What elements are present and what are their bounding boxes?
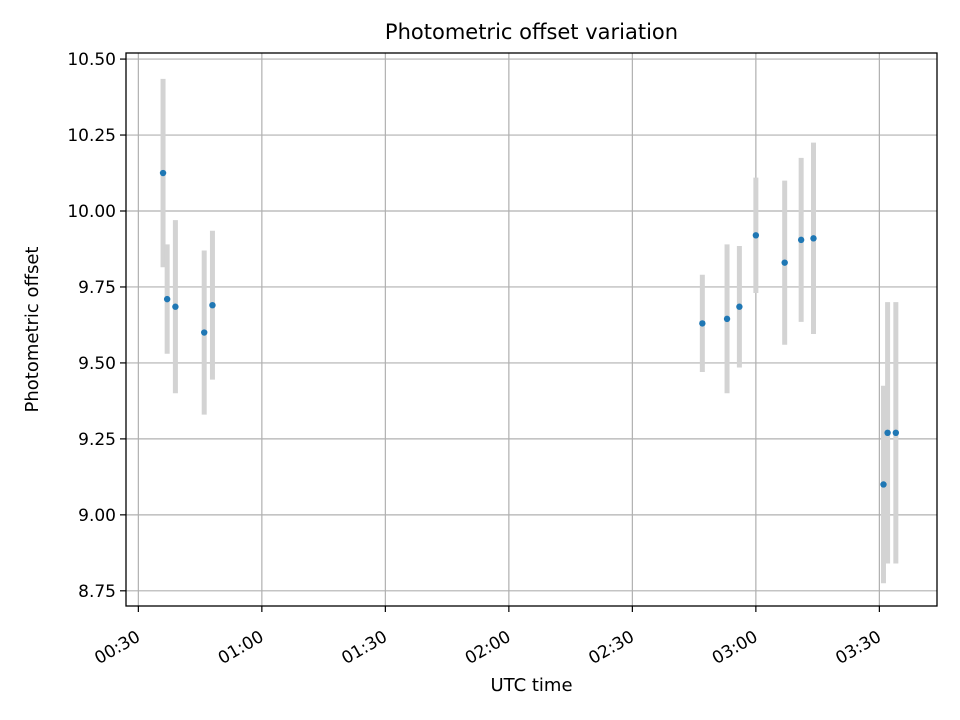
- y-axis-label: Photometric offset: [22, 247, 43, 413]
- data-point: [163, 295, 171, 303]
- y-tick-label: 10.25: [67, 126, 116, 146]
- data-point: [159, 169, 167, 177]
- x-axis-label: UTC time: [490, 675, 572, 696]
- data-point: [723, 315, 731, 323]
- data-point: [797, 236, 805, 244]
- y-tick-label: 10.00: [67, 202, 116, 222]
- y-tick-label: 9.25: [78, 430, 116, 450]
- y-tick-label: 9.50: [78, 354, 116, 374]
- data-point: [699, 320, 706, 327]
- data-point: [810, 235, 817, 242]
- y-tick-label: 10.50: [67, 50, 116, 70]
- chart-title: Photometric offset variation: [385, 20, 678, 44]
- y-tick-label: 8.75: [78, 582, 116, 602]
- data-point: [781, 259, 788, 266]
- data-point: [172, 303, 179, 310]
- data-point: [752, 232, 760, 239]
- y-tick-label: 9.00: [78, 506, 116, 526]
- y-tick-label: 9.75: [78, 278, 116, 298]
- data-point: [892, 429, 900, 437]
- data-point: [880, 481, 887, 488]
- data-point: [884, 429, 891, 437]
- plot-frame: [125, 52, 938, 607]
- data-points: [159, 169, 900, 488]
- data-point: [201, 329, 208, 336]
- data-point: [209, 301, 216, 309]
- y-axis-ticks: 8.75 9.00 9.25 9.50 9.75 10.00 10.25 10.50: [67, 50, 126, 602]
- data-point: [736, 303, 743, 310]
